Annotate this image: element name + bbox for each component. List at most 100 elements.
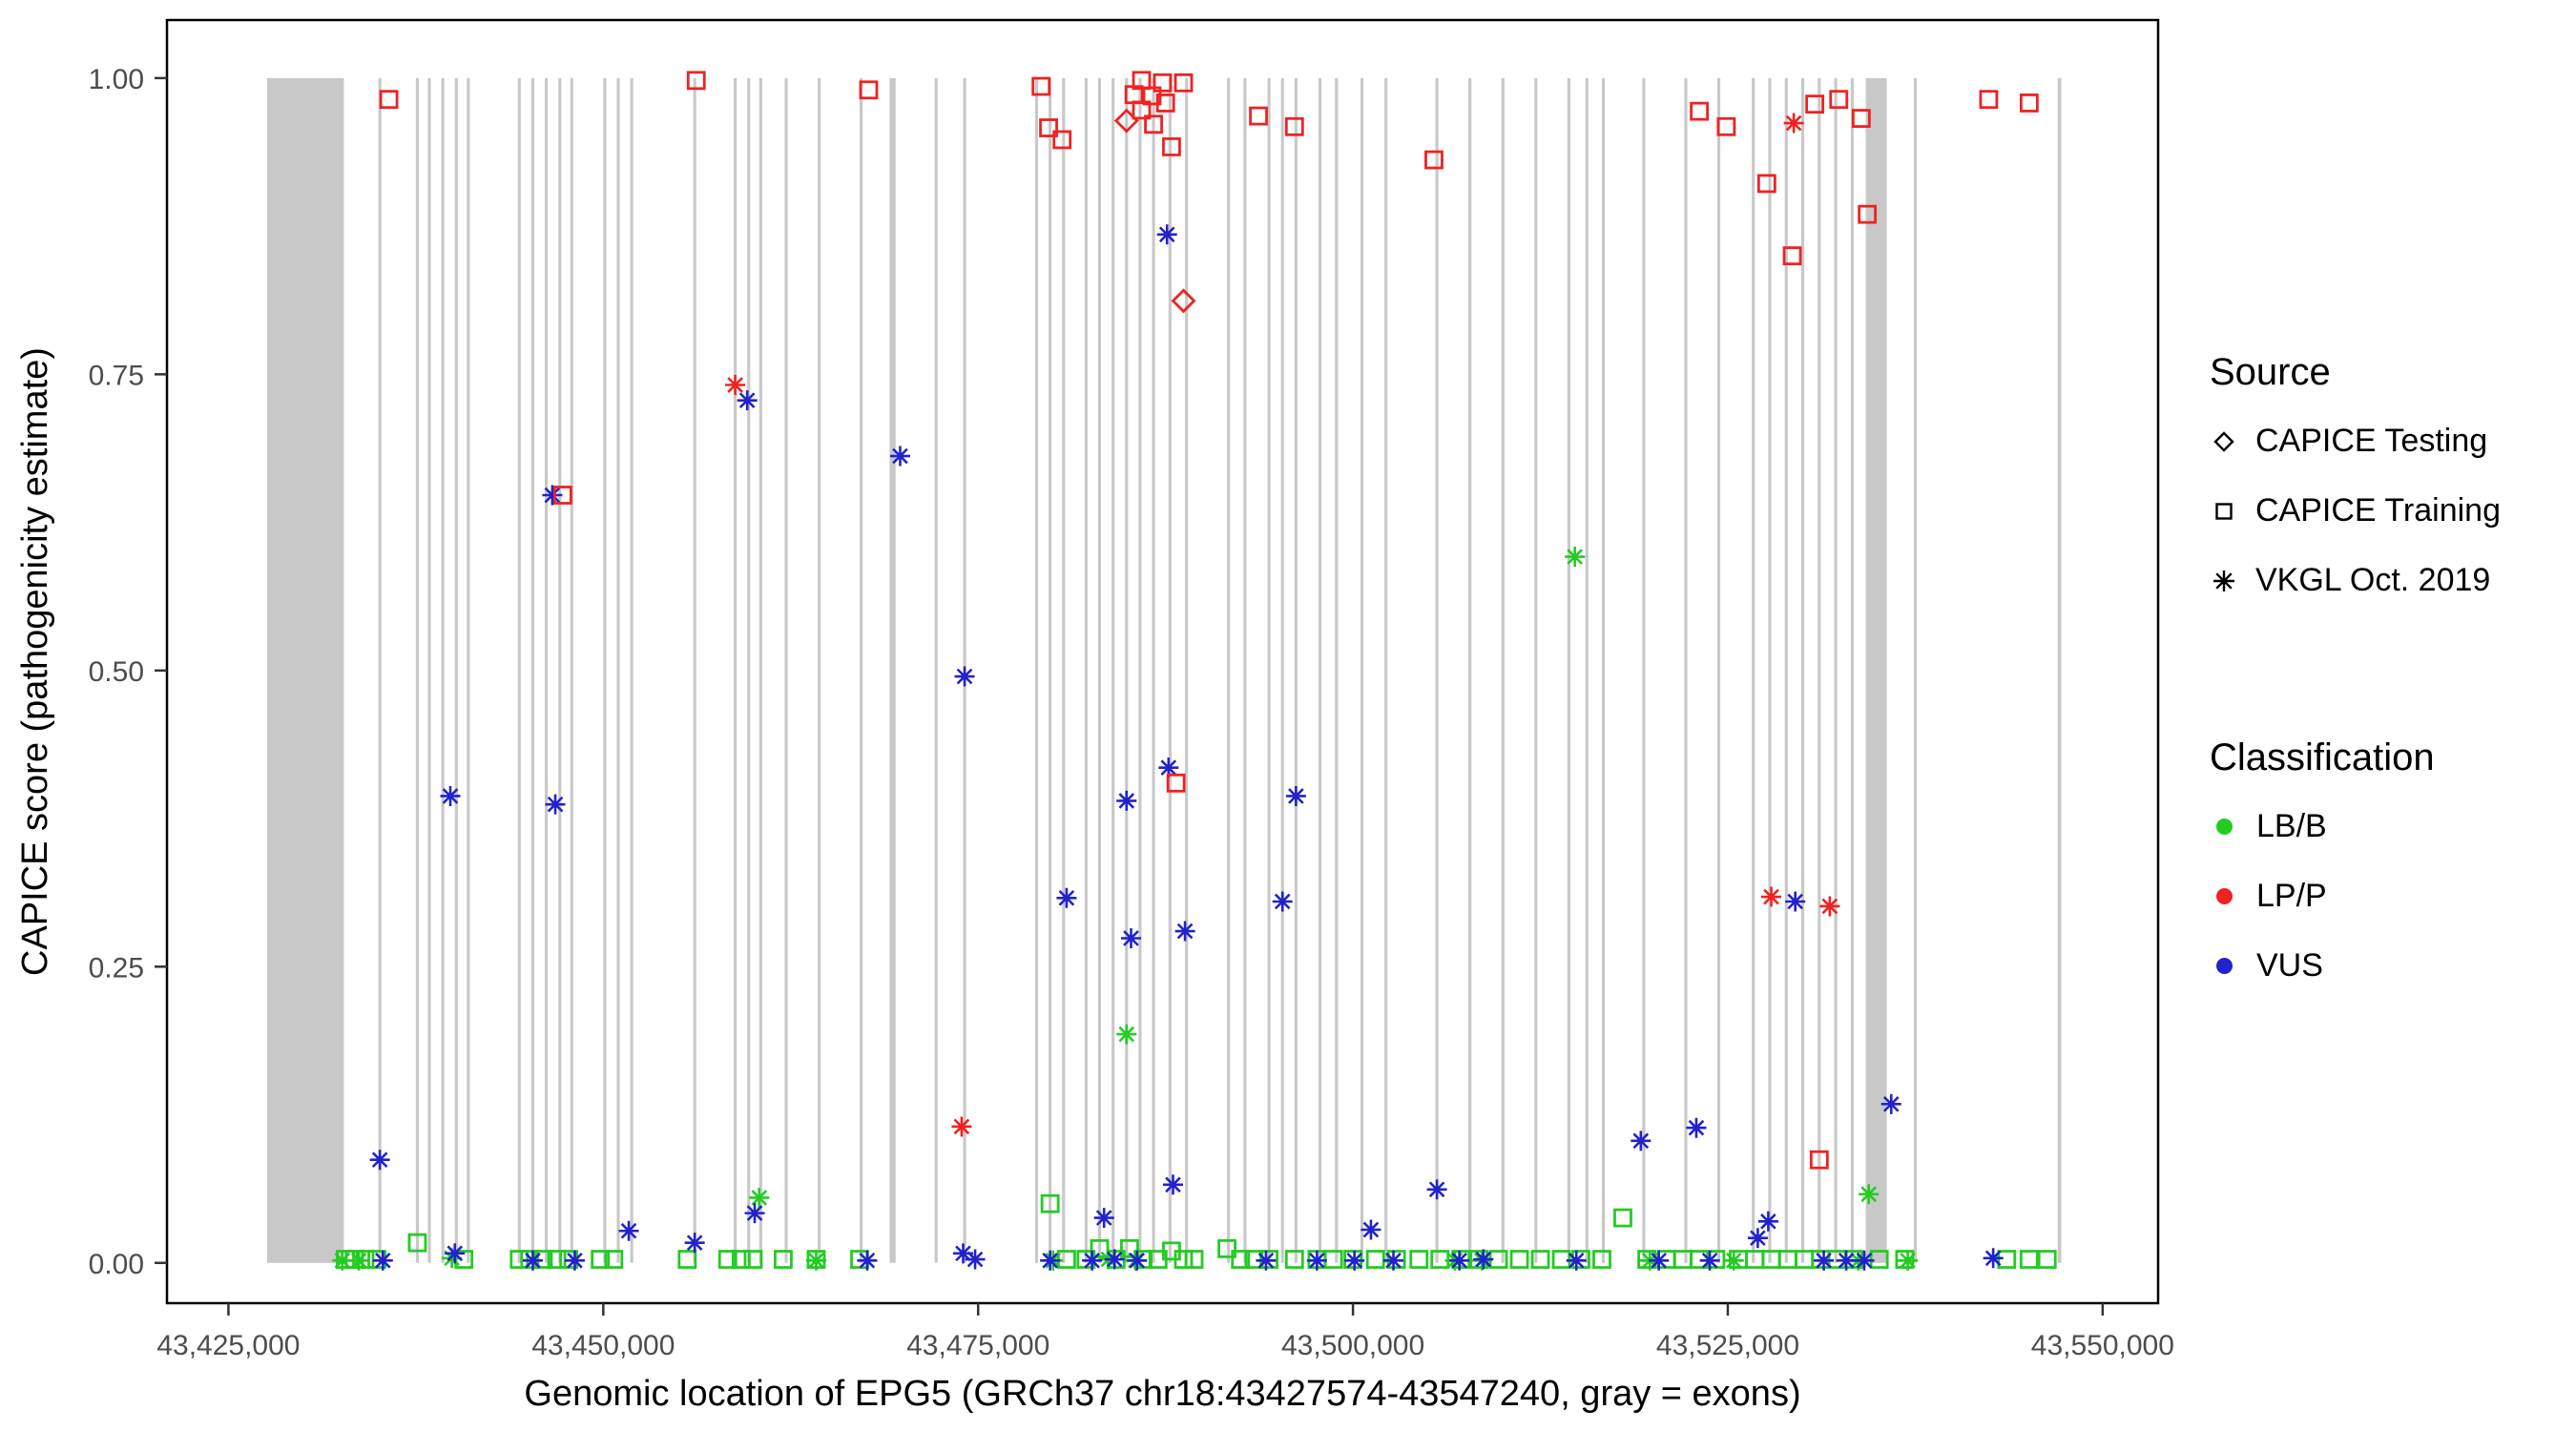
- plot-panel-border: [165, 18, 2160, 1305]
- point-asterisk: [1040, 1250, 1061, 1271]
- point-asterisk: [1156, 224, 1177, 245]
- exon-bar: [1034, 77, 1039, 1263]
- point-square: [1613, 1208, 1632, 1228]
- point-asterisk: [1747, 1228, 1768, 1249]
- point-square: [859, 80, 879, 100]
- point-square: [1231, 1250, 1251, 1269]
- point-asterisk: [889, 446, 910, 467]
- x-tick-label: 43,500,000: [1281, 1330, 1424, 1361]
- point-asterisk: [545, 794, 566, 815]
- exon-bar: [1850, 77, 1854, 1263]
- legend-label-capice-testing: CAPICE Testing: [2255, 423, 2488, 459]
- exon-bar: [1294, 77, 1298, 1263]
- point-square: [1690, 101, 1710, 121]
- point-asterisk: [564, 1250, 585, 1271]
- exon-bar: [1684, 77, 1688, 1263]
- point-square: [1809, 1150, 1829, 1170]
- exon-bar: [889, 77, 896, 1263]
- point-square: [1153, 73, 1173, 93]
- point-asterisk: [744, 1203, 765, 1224]
- point-asterisk: [1256, 1250, 1277, 1271]
- point-square: [1284, 1250, 1304, 1269]
- exon-bar: [784, 77, 788, 1263]
- point-asterisk: [1686, 1117, 1707, 1138]
- lpp-color-dot: [2216, 888, 2233, 904]
- point-square: [1166, 773, 1186, 793]
- legend-label-lpp: LP/P: [2256, 878, 2327, 914]
- legend-item-capice-training: CAPICE Training: [2210, 492, 2572, 529]
- point-asterisk: [332, 1250, 353, 1271]
- exon-bar: [558, 77, 562, 1263]
- legend-classification: Classification LB/B LP/P VUS: [2210, 736, 2572, 1017]
- point-square: [1756, 174, 1776, 194]
- point-asterisk: [1859, 1184, 1880, 1205]
- point-asterisk: [1082, 1250, 1103, 1271]
- legend-item-capice-testing: CAPICE Testing: [2210, 423, 2572, 460]
- point-asterisk: [348, 1250, 369, 1271]
- exon-bar: [1318, 77, 1322, 1263]
- lbb-color-dot: [2216, 819, 2233, 835]
- point-square: [1052, 130, 1072, 150]
- exon-bar: [545, 77, 549, 1263]
- exon-bar: [1716, 77, 1721, 1263]
- vus-color-dot: [2216, 958, 2233, 974]
- point-asterisk: [1361, 1219, 1381, 1240]
- diamond-icon: [2210, 427, 2238, 456]
- point-asterisk: [1344, 1250, 1365, 1271]
- point-asterisk: [1566, 1250, 1587, 1271]
- point-asterisk: [805, 1250, 826, 1271]
- point-diamond: [1113, 108, 1139, 134]
- exon-bar: [1818, 77, 1821, 1263]
- point-asterisk: [1449, 1250, 1470, 1271]
- point-asterisk: [1426, 1179, 1447, 1200]
- point-square: [1979, 90, 1999, 110]
- exon-bar: [1501, 77, 1505, 1263]
- exon-bar: [441, 77, 445, 1263]
- point-asterisk: [1836, 1250, 1857, 1271]
- exon-bar: [530, 77, 535, 1263]
- point-square: [1509, 1250, 1529, 1269]
- point-diamond: [1171, 288, 1196, 314]
- legend-source-title: Source: [2210, 351, 2331, 393]
- exon-bar: [1800, 77, 1805, 1263]
- point-square: [717, 1250, 737, 1269]
- point-square: [774, 1250, 793, 1269]
- point-square: [2037, 1250, 2057, 1269]
- x-axis-title: Genomic location of EPG5 (GRCh37 chr18:4…: [524, 1374, 1801, 1414]
- point-square: [1040, 1193, 1060, 1213]
- point-square: [686, 71, 706, 91]
- point-asterisk: [1898, 1250, 1919, 1271]
- exon-bar: [378, 77, 382, 1263]
- exon-bar: [1534, 77, 1538, 1263]
- exon-bar: [1227, 77, 1231, 1263]
- exon-bar: [1267, 77, 1271, 1263]
- point-asterisk: [1104, 1249, 1125, 1270]
- exon-bar: [1913, 77, 1917, 1263]
- legend-label-vus: VUS: [2256, 947, 2323, 984]
- legend-item-lpp: LP/P: [2210, 878, 2572, 915]
- exon-bar: [1834, 77, 1838, 1263]
- point-asterisk: [1056, 887, 1077, 908]
- point-square: [1782, 246, 1802, 266]
- point-asterisk: [952, 1243, 973, 1264]
- point-asterisk: [1285, 785, 1306, 806]
- exon-bar: [1168, 77, 1172, 1263]
- point-square: [1174, 1250, 1194, 1269]
- point-square: [1672, 1250, 1693, 1269]
- y-tick-label: 0.25: [89, 952, 144, 984]
- exon-bar: [1435, 77, 1439, 1263]
- exon-bar: [758, 77, 762, 1263]
- point-square: [1409, 1250, 1429, 1269]
- point-square: [1323, 1250, 1343, 1269]
- point-asterisk: [1306, 1250, 1327, 1271]
- point-asterisk: [1565, 547, 1586, 568]
- point-asterisk: [1854, 1250, 1875, 1271]
- point-square: [1530, 1250, 1550, 1269]
- legend-panel: Source CAPICE Testing CAPICE Training VK…: [2210, 351, 2572, 1017]
- point-asterisk: [369, 1150, 390, 1171]
- point-asterisk: [684, 1233, 705, 1254]
- point-square: [1090, 1238, 1110, 1258]
- point-square: [1851, 109, 1871, 128]
- legend-item-vkgl: VKGL Oct. 2019: [2210, 562, 2572, 599]
